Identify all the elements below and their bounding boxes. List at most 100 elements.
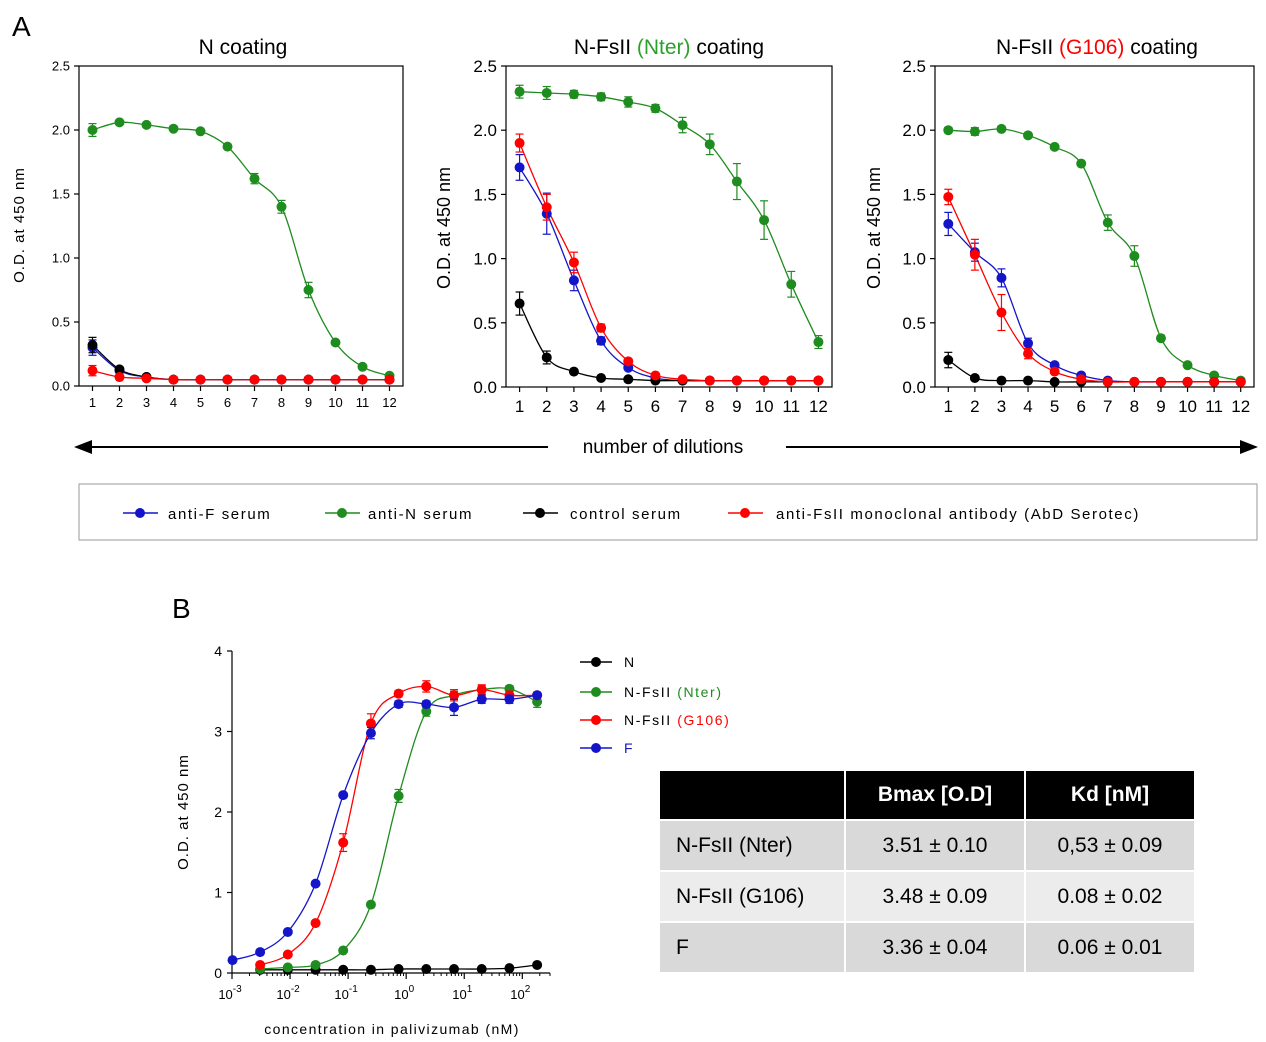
x-tick-label: 11 [356,395,370,410]
fit-curve [519,142,819,382]
plot-frame [505,65,833,388]
data-point [596,373,607,384]
table-cell: 3.51 ± 0.10 [845,819,1026,871]
y-tick-label: 4 [214,643,222,659]
y-tick-label: 2.0 [473,121,497,140]
data-point [393,790,404,801]
data-point [623,374,634,385]
y-axis-label-chart-2: O.D. at 450 nm [434,167,454,289]
fit-curve [947,196,1241,383]
data-point [365,899,376,910]
data-point [168,374,179,385]
legend-item-anti-n-serum: anti-N serum [325,506,471,523]
title-text: coating [1124,36,1198,59]
data-point [476,684,487,695]
data-point [996,307,1007,318]
data-point [596,335,607,346]
x-tick-label: 8 [278,395,285,410]
table-cell: N-FsII (Nter) [660,819,846,871]
table-row: N-FsII (G106) 3.48 ± 0.09 0.08 ± 0.02 [660,870,1194,922]
x-tick-label: 6 [224,395,231,410]
x-tick-label: 2 [970,397,979,416]
legend-marker [591,657,601,667]
dilutions-arrow [74,440,1258,454]
data-point [786,279,797,290]
x-tick-label: 5 [197,395,204,410]
x-tick-label: 2 [116,395,123,410]
y-tick-label: 1.5 [902,185,926,204]
data-point [195,126,206,137]
x-tick-label: 102 [510,984,530,1002]
x-tick-label: 9 [732,397,741,416]
legend-label: N [624,654,636,670]
legend-marker [135,508,145,518]
data-point [568,366,579,377]
legend-label: anti-F serum [168,506,271,523]
x-tick-label: 7 [251,395,258,410]
legend-colored-text: (G106) [677,712,730,728]
fit-curve [92,344,390,381]
fit-curve [92,121,390,377]
y-tick-label: 1.0 [902,250,926,269]
data-point [365,964,376,975]
x-tick-exponent: 2 [525,984,531,995]
table-row: F 3.36 ± 0.04 0.06 ± 0.01 [660,921,1194,972]
table-cell: 3.48 ± 0.09 [845,870,1026,922]
y-tick-label: 1.0 [473,250,497,269]
x-tick-label: 10 [328,395,342,410]
y-tick-label: 0.5 [473,314,497,333]
data-point [1129,251,1140,262]
fit-curve [519,303,819,382]
legend-marker [535,508,545,518]
legend-label: N-FsII (G106) [624,712,730,728]
x-tick-label: 12 [382,395,396,410]
x-tick-exponent: -3 [233,984,242,995]
x-tick-label: 9 [1156,397,1165,416]
legend-marker [337,508,347,518]
x-tick-label: 6 [651,397,660,416]
legend-text: N-FsII [624,712,677,728]
data-point [357,374,368,385]
legend-b-item-n-fsii-g106: N-FsII (G106) [580,712,730,728]
x-tick-label: 3 [997,397,1006,416]
x-tick-label: 100 [394,984,414,1002]
data-point [476,694,487,705]
legend-b-item-n-fsii-nter: N-FsII (Nter) [580,684,721,700]
data-point [303,285,314,295]
data-point [996,123,1007,134]
x-tick-label: 12 [809,397,828,416]
x-tick-base: 10 [394,987,408,1002]
fit-curve [948,128,1241,382]
legend-item-anti-f-serum: anti-F serum [123,506,271,523]
data-point [969,249,980,260]
x-tick-label: 4 [596,397,605,416]
y-tick-label: 1 [214,885,222,901]
table-cell: 0.08 ± 0.02 [1025,870,1194,922]
legend-item-anti-fsii-monoclonal: anti-FsII monoclonal antibody (AbD Serot… [728,506,1138,523]
data-point [1049,366,1060,377]
panel-b-label: B [172,593,191,624]
x-tick-label: 10-2 [276,984,300,1002]
title-colored-text: (G106) [1059,36,1124,59]
fit-curve [519,167,819,382]
plot-frame [78,65,404,387]
legend-marker [591,743,601,753]
y-tick-label: 0.0 [902,378,926,397]
data-point [596,322,607,333]
data-point [282,926,293,937]
table-header-cell [660,771,846,820]
data-point [421,963,432,974]
data-point [677,374,688,385]
data-point [421,699,432,710]
x-tick-label: 8 [1130,397,1139,416]
table-cell: 0,53 ± 0.09 [1025,819,1194,871]
data-point [1182,360,1193,371]
data-point [1182,376,1193,387]
data-point [969,126,980,137]
table-header-cell: Kd [nM] [1025,771,1194,820]
x-tick-label: 8 [705,397,714,416]
data-point [1023,338,1034,349]
data-point [249,374,260,385]
data-point [338,837,349,848]
